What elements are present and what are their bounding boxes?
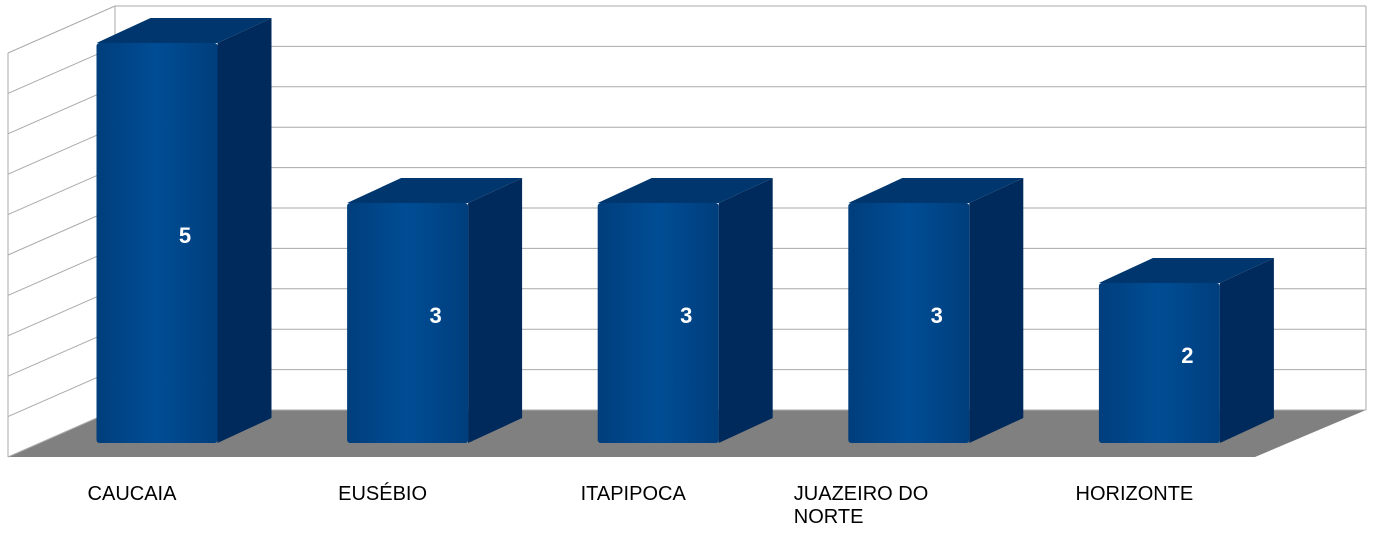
x-tick-label: EUSÉBIO bbox=[288, 483, 478, 506]
bar bbox=[1098, 283, 1220, 443]
data-label: 3 bbox=[931, 303, 943, 328]
bar bbox=[96, 43, 218, 443]
bar-top bbox=[597, 178, 773, 203]
grid-line bbox=[7, 5, 116, 54]
bar-side bbox=[468, 178, 523, 443]
bar-side bbox=[718, 178, 773, 443]
bar-top bbox=[848, 178, 1024, 203]
data-label: 2 bbox=[1181, 343, 1193, 368]
bar-side bbox=[969, 178, 1024, 443]
x-tick-text: HORIZONTE bbox=[1075, 483, 1194, 505]
data-label: 5 bbox=[179, 223, 191, 248]
bar-top bbox=[96, 18, 272, 43]
x-tick-text: EUSÉBIO bbox=[338, 483, 428, 505]
bar-side bbox=[217, 18, 272, 443]
x-tick-label: ITAPIPOCA bbox=[538, 483, 728, 506]
bar-top bbox=[1098, 258, 1274, 283]
x-tick-text: ITAPIPOCA bbox=[580, 483, 686, 505]
x-tick-label: CAUCAIA bbox=[37, 483, 227, 506]
bar-top bbox=[347, 178, 523, 203]
x-tick-label: JUAZEIRO DO NORTE bbox=[789, 483, 979, 529]
data-label: 3 bbox=[680, 303, 692, 328]
x-tick-text: CAUCAIA bbox=[87, 483, 177, 505]
data-label: 3 bbox=[429, 303, 441, 328]
bar bbox=[597, 203, 719, 443]
bar bbox=[848, 203, 970, 443]
bar-side bbox=[1219, 258, 1274, 443]
x-tick-label: HORIZONTE bbox=[1039, 483, 1229, 506]
bar bbox=[347, 203, 469, 443]
x-tick-text: JUAZEIRO DO NORTE bbox=[793, 483, 929, 528]
